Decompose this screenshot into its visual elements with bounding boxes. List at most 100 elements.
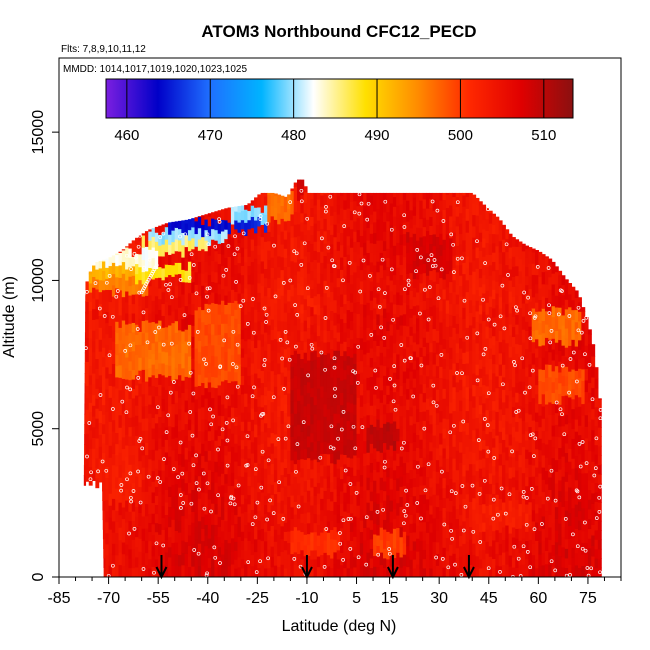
heat-cell-2987	[373, 307, 377, 320]
heat-cell-4122	[475, 257, 480, 269]
heat-cell-2275	[310, 414, 315, 425]
heat-cell-4067	[472, 475, 477, 487]
heat-cell-3777	[442, 249, 447, 260]
heat-cell-3681	[435, 518, 440, 531]
heat-cell-759	[168, 506, 172, 518]
heat-cell-2981	[373, 372, 377, 384]
heat-cell-290	[118, 339, 123, 353]
heat-cell-1656	[254, 360, 258, 374]
heat-cell-1171	[207, 235, 212, 246]
heat-cell-1995	[283, 293, 288, 304]
heat-cell-4480	[511, 466, 516, 478]
heat-cell-4754	[541, 540, 546, 554]
heat-cell-1888	[273, 302, 278, 316]
heat-cell-834	[174, 402, 179, 415]
heat-cell-742	[164, 339, 169, 353]
heat-cell-2490	[330, 500, 334, 511]
heat-cell-850	[174, 221, 179, 228]
heat-cell-1459	[237, 556, 242, 568]
heat-cell-4819	[548, 376, 553, 390]
heat-cell-2865	[363, 502, 368, 516]
heat-cell-1877	[273, 433, 278, 447]
heat-cell-4886	[554, 266, 559, 273]
heat-cell-3395	[409, 308, 414, 318]
heat-cell-1913	[277, 416, 282, 428]
heat-cell-2100	[293, 249, 298, 263]
heat-cell-2532	[333, 463, 338, 477]
heat-cell-3198	[392, 440, 397, 451]
heat-cell-4308	[492, 298, 496, 309]
heat-cell-2841	[359, 394, 364, 407]
heat-cell-1485	[237, 293, 242, 304]
heat-cell-3172	[389, 323, 394, 336]
heat-cell-1999	[283, 257, 288, 268]
heat-cell-4863	[554, 530, 559, 543]
heat-cell-2598	[340, 564, 344, 577]
heat-cell-3980	[462, 340, 467, 353]
heat-cell-4088	[472, 237, 477, 250]
heat-cell-2481	[326, 195, 331, 208]
heat-cell-1786	[267, 567, 272, 577]
heat-cell-2065	[290, 284, 295, 297]
heat-cell-861	[178, 453, 182, 466]
heat-cell-3679	[435, 541, 440, 555]
heat-cell-354	[125, 279, 130, 292]
heat-cell-3363	[406, 210, 411, 222]
heat-cell-1727	[260, 370, 265, 384]
heat-cell-4654	[528, 263, 533, 277]
heat-cell-4365	[498, 397, 503, 410]
heat-cell-714	[161, 327, 166, 340]
heat-cell-1769	[263, 331, 268, 342]
heat-cell-814	[171, 276, 176, 289]
heat-cell-4959	[564, 442, 569, 454]
heat-cell-2229	[306, 490, 311, 502]
heat-cell-4327	[495, 470, 500, 483]
heat-cell-4374	[498, 296, 503, 309]
heat-cell-4882	[554, 306, 559, 320]
heat-cell-1090	[201, 345, 206, 359]
heat-cell-4753	[541, 552, 546, 566]
heat-cell-3687	[435, 447, 440, 461]
heat-cell-3748	[442, 537, 447, 548]
heat-cell-1520	[240, 338, 245, 349]
heat-cell-304	[121, 506, 126, 520]
heat-cell-809	[171, 334, 176, 347]
heat-cell-43	[88, 411, 93, 422]
heat-cell-3737	[439, 266, 444, 279]
heat-cell-3392	[409, 335, 414, 345]
heat-cell-2019	[287, 427, 292, 440]
heat-cell-2770	[353, 414, 358, 426]
heat-cell-4846	[551, 392, 556, 404]
heat-cell-1525	[240, 292, 245, 303]
heat-cell-1212	[214, 545, 219, 557]
heat-cell-812	[171, 299, 176, 312]
heat-cell-705	[161, 434, 166, 447]
heat-cell-3186	[392, 557, 397, 568]
heat-cell-1034	[194, 258, 199, 273]
heat-cell-64	[92, 426, 96, 439]
heat-cell-1295	[220, 415, 225, 428]
heat-cell-3967	[462, 487, 467, 499]
heat-cell-4593	[525, 567, 530, 577]
heat-cell-1653	[254, 398, 258, 412]
heat-cell-3653	[432, 458, 437, 472]
heat-cell-4265	[488, 337, 493, 349]
heat-cell-2565	[336, 477, 341, 487]
heat-cell-2351	[316, 493, 321, 505]
heat-cell-4923	[561, 496, 566, 508]
heat-cell-1337	[224, 351, 229, 362]
heat-cell-2215	[303, 245, 308, 257]
heat-cell-3864	[452, 398, 457, 412]
heat-cell-2664	[343, 246, 348, 257]
heat-cell-2243	[306, 338, 311, 350]
heat-cell-757	[168, 526, 172, 538]
heat-cell-4967	[564, 366, 569, 377]
heat-cell-4460	[508, 323, 513, 336]
heat-cell-3356	[406, 283, 411, 295]
heat-cell-1086	[201, 394, 206, 408]
heat-cell-2768	[353, 434, 358, 446]
heat-cell-3862	[452, 422, 457, 435]
heat-cell-1972	[283, 503, 288, 514]
heat-cell-4491	[511, 356, 516, 368]
heat-cell-4560	[518, 307, 523, 321]
